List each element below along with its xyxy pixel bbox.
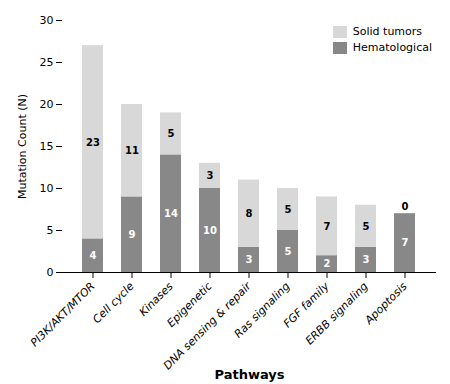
svg-text:3: 3 bbox=[363, 254, 370, 265]
svg-text:3: 3 bbox=[246, 254, 253, 265]
svg-text:9: 9 bbox=[129, 229, 136, 240]
svg-text:20: 20 bbox=[40, 98, 54, 111]
svg-text:23: 23 bbox=[86, 137, 100, 148]
svg-text:Mutation Count (N): Mutation Count (N) bbox=[16, 94, 29, 199]
svg-text:FGF family: FGF family bbox=[281, 279, 332, 331]
svg-text:Apoptosis: Apoptosis bbox=[362, 280, 410, 328]
svg-text:5: 5 bbox=[363, 221, 370, 232]
svg-text:ERBB signaling: ERBB signaling bbox=[303, 280, 371, 348]
svg-text:10: 10 bbox=[203, 225, 217, 236]
svg-text:2: 2 bbox=[324, 258, 331, 269]
svg-text:Ras signaling: Ras signaling bbox=[232, 280, 293, 341]
svg-text:0: 0 bbox=[47, 266, 54, 279]
svg-text:11: 11 bbox=[125, 145, 139, 156]
svg-text:5: 5 bbox=[285, 246, 292, 257]
svg-text:0: 0 bbox=[402, 201, 409, 212]
svg-text:4: 4 bbox=[90, 250, 97, 261]
svg-text:DNA sensing & repair: DNA sensing & repair bbox=[160, 279, 254, 373]
svg-text:8: 8 bbox=[246, 208, 253, 219]
svg-text:Epigenetic: Epigenetic bbox=[164, 279, 215, 330]
html-text:Solid tumors: Solid tumors bbox=[352, 25, 423, 38]
svg-text:7: 7 bbox=[402, 237, 409, 248]
svg-text:5: 5 bbox=[47, 224, 54, 237]
html-text:Hematological: Hematological bbox=[352, 41, 432, 54]
svg-text:14: 14 bbox=[164, 208, 178, 219]
svg-text:25: 25 bbox=[40, 56, 54, 69]
svg-text:5: 5 bbox=[168, 128, 175, 139]
svg-text:7: 7 bbox=[324, 221, 331, 232]
svg-text:15: 15 bbox=[40, 140, 54, 153]
svg-text:PI3K/AKT/MTOR: PI3K/AKT/MTOR bbox=[28, 280, 98, 350]
svg-text:10: 10 bbox=[40, 182, 54, 195]
svg-text:Pathways: Pathways bbox=[214, 367, 284, 382]
svg-text:5: 5 bbox=[285, 204, 292, 215]
svg-text:Cell cycle: Cell cycle bbox=[90, 280, 136, 326]
svg-text:Kinases: Kinases bbox=[137, 280, 176, 319]
svg-text:3: 3 bbox=[207, 170, 214, 181]
svg-text:30: 30 bbox=[40, 14, 54, 27]
